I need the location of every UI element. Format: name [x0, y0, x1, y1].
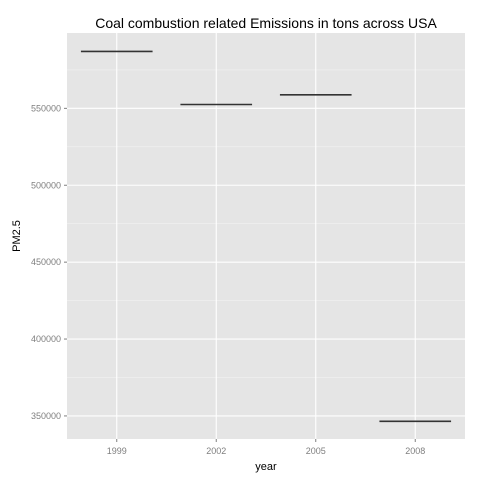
x-tick-label: 2005 [306, 446, 326, 456]
plot-panel [67, 33, 465, 439]
y-axis-ticks: 350000 400000 450000 500000 550000 [31, 103, 67, 421]
y-axis-title: PM2.5 [11, 220, 23, 252]
y-tick-label: 350000 [31, 411, 61, 421]
y-tick-label: 500000 [31, 180, 61, 190]
y-tick-label: 550000 [31, 103, 61, 113]
x-tick-label: 1999 [107, 446, 127, 456]
y-tick-label: 400000 [31, 334, 61, 344]
x-tick-label: 2008 [405, 446, 425, 456]
x-tick-label: 2002 [206, 446, 226, 456]
x-axis-ticks: 1999 2002 2005 2008 [107, 439, 426, 456]
chart-title: Coal combustion related Emissions in ton… [95, 15, 437, 31]
x-axis-title: year [255, 461, 277, 473]
y-tick-label: 450000 [31, 257, 61, 267]
